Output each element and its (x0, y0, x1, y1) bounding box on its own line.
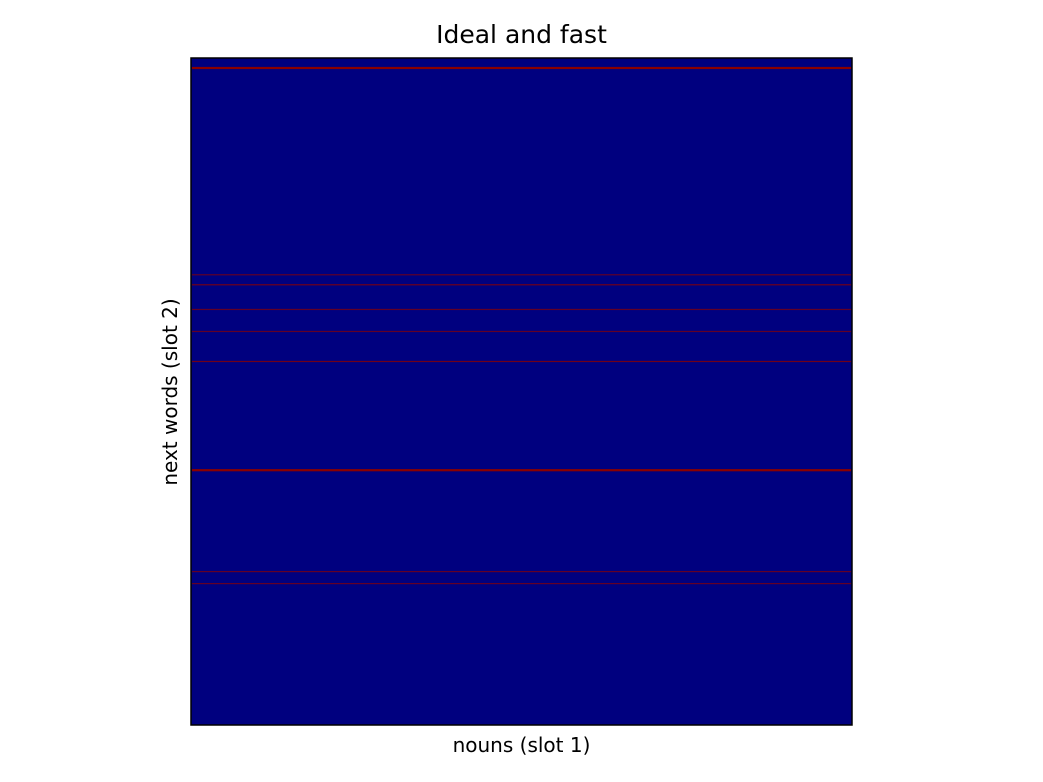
heatmap-background (191, 58, 852, 725)
y-axis-label: next words (slot 2) (158, 298, 182, 485)
heatmap-highlight-row (192, 582, 851, 585)
chart-title: Ideal and fast (436, 20, 607, 49)
heatmap-plot-area (190, 57, 853, 726)
heatmap-highlight-row (192, 570, 851, 573)
heatmap-highlight-row (192, 469, 851, 472)
heatmap-highlight-row (192, 308, 851, 311)
heatmap-highlight-row (192, 330, 851, 333)
heatmap-highlight-row (192, 66, 851, 70)
heatmap-highlight-row (192, 274, 851, 276)
heatmap-highlight-rows (192, 66, 851, 585)
x-axis-label: nouns (slot 1) (453, 733, 591, 757)
plot-frame (190, 57, 853, 726)
heatmap-highlight-row (192, 284, 851, 286)
heatmap-highlight-row (192, 360, 851, 363)
